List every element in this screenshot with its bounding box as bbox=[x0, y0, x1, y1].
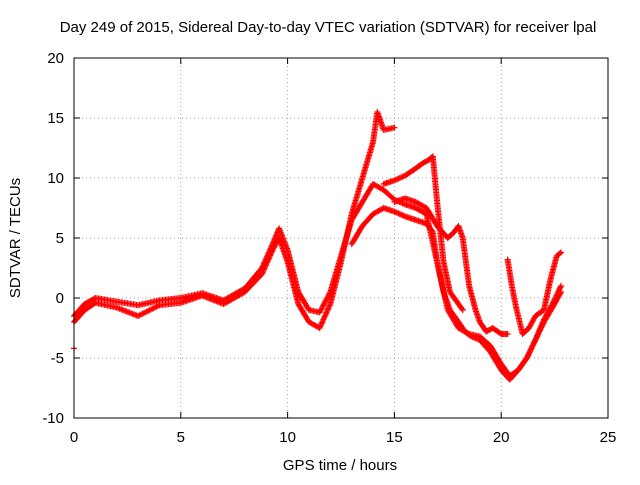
grid-layer bbox=[74, 58, 608, 418]
tick-layer: 0 5 10 15 20 25 -10 -5 0 5 10 15 20 bbox=[42, 50, 616, 446]
x-tick-label: 5 bbox=[177, 429, 185, 446]
data-point bbox=[556, 285, 563, 292]
x-axis-label: GPS time / hours bbox=[283, 457, 397, 474]
data-point bbox=[556, 250, 563, 257]
data-point bbox=[525, 352, 532, 359]
data-point bbox=[531, 338, 538, 345]
y-tick-label: 0 bbox=[56, 290, 64, 307]
data-point bbox=[527, 346, 534, 353]
y-tick-label: 5 bbox=[56, 230, 64, 247]
data-point bbox=[428, 227, 435, 234]
data-point bbox=[558, 249, 565, 256]
data-point bbox=[548, 302, 555, 309]
data-point bbox=[525, 350, 532, 357]
y-tick-label: -10 bbox=[42, 410, 64, 427]
data-point bbox=[553, 292, 560, 299]
x-tick-label: 15 bbox=[386, 429, 403, 446]
data-point bbox=[458, 305, 465, 312]
y-axis-label: SDTVAR / TECUs bbox=[7, 178, 24, 298]
data-point bbox=[550, 299, 557, 306]
data-point bbox=[558, 283, 565, 289]
y-tick-label: 20 bbox=[47, 50, 64, 67]
series-track-c bbox=[348, 205, 565, 383]
data-point bbox=[459, 307, 466, 313]
data-layer bbox=[71, 109, 565, 383]
data-point bbox=[531, 339, 538, 346]
data-point bbox=[504, 331, 511, 337]
data-point bbox=[555, 288, 562, 295]
data-point bbox=[523, 355, 530, 361]
x-tick-label: 20 bbox=[493, 429, 510, 446]
data-point bbox=[550, 298, 557, 305]
series-track-f bbox=[504, 249, 565, 337]
data-point bbox=[554, 289, 561, 296]
data-point bbox=[527, 348, 534, 355]
y-tick-label: 15 bbox=[47, 110, 64, 127]
data-point bbox=[524, 353, 531, 360]
data-point bbox=[556, 287, 563, 294]
data-point bbox=[557, 284, 564, 291]
data-point bbox=[529, 342, 536, 349]
x-tick-label: 10 bbox=[279, 429, 296, 446]
data-point bbox=[551, 296, 558, 303]
data-point bbox=[549, 301, 556, 307]
data-point bbox=[530, 341, 537, 348]
data-point bbox=[529, 343, 536, 350]
series-track-e bbox=[391, 195, 511, 337]
x-tick-label: 0 bbox=[70, 429, 78, 446]
y-tick-label: 10 bbox=[47, 170, 64, 187]
chart-title: Day 249 of 2015, Sidereal Day-to-day VTE… bbox=[60, 19, 597, 36]
data-point bbox=[528, 345, 535, 352]
series-track-b bbox=[71, 109, 398, 331]
data-point bbox=[554, 291, 561, 298]
series-track-d bbox=[380, 153, 466, 313]
data-point bbox=[526, 349, 533, 356]
x-tick-label: 25 bbox=[600, 429, 617, 446]
data-point bbox=[391, 124, 398, 131]
data-point bbox=[552, 295, 559, 302]
y-tick-label: -5 bbox=[51, 350, 64, 367]
data-point bbox=[552, 294, 559, 301]
